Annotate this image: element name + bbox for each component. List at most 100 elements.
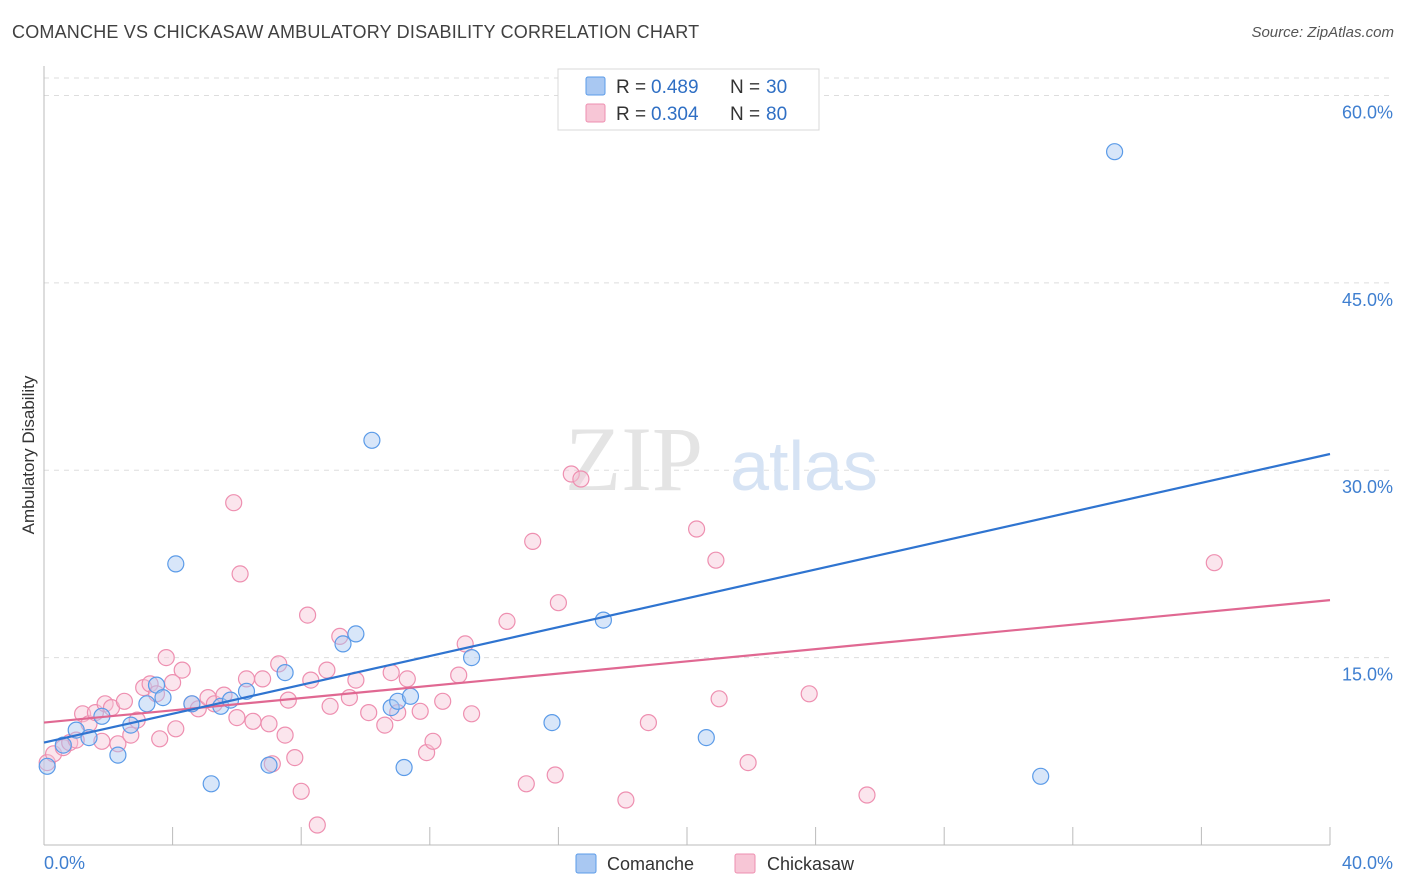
chickasaw-point [739,753,757,772]
comanche-point [463,648,481,667]
bottom-legend-label-comanche: Comanche [607,854,694,874]
chickasaw-point [617,791,635,809]
comanche-point [38,757,56,775]
chickasaw-point [321,697,339,715]
chickasaw-point [707,551,725,569]
chart-source: Source: ZipAtlas.com [1251,24,1394,41]
comanche-point [363,431,381,449]
comanche-point [54,736,72,754]
chickasaw-point [424,732,442,750]
chickasaw-point [687,520,706,538]
chickasaw-point [376,716,394,734]
legend-n-value-comanche: 30 [766,77,787,98]
comanche-point [401,687,420,705]
chickasaw-point [800,685,818,703]
axes [43,66,1331,846]
comanche-point [347,625,365,643]
comanche-point [202,775,220,793]
comanche-trend-line [43,452,1331,744]
x-tick-label-min: 0.0% [44,853,85,873]
series-legend: Comanche Chickasaw [575,853,855,874]
y-tick-label: 30.0% [1342,477,1393,497]
bottom-legend-label-chickasaw: Chickasaw [767,854,855,874]
chickasaw-point [231,565,249,583]
chickasaw-point [228,708,246,727]
chickasaw-point [549,594,568,612]
y-tick-label: 45.0% [1342,290,1393,310]
chickasaw-point [1205,554,1223,572]
chickasaw-point [360,703,378,722]
chickasaw-point [270,655,288,673]
comanche-points [38,143,1124,793]
chickasaw-point [463,705,481,723]
comanche-point [260,756,278,774]
chickasaw-point [115,692,134,710]
chickasaw-point [302,671,320,689]
comanche-point [594,611,613,629]
chickasaw-point [299,606,317,624]
comanche-point [382,698,400,717]
chickasaw-point [450,666,468,684]
legend-r-label-comanche: R = [616,77,646,98]
chickasaw-point [260,715,278,733]
bottom-legend-swatch-chickasaw [734,853,756,874]
chickasaw-point [151,730,169,748]
tick-labels: 0.0% 40.0% 15.0% 30.0% 45.0% 60.0% [44,102,1393,873]
chickasaw-point [173,661,191,679]
chickasaw-point [244,712,262,730]
chickasaw-point [710,690,728,708]
chickasaw-point [318,661,336,679]
comanche-point [1105,143,1124,161]
chickasaw-trend-line [43,599,1331,724]
legend-n-label-chickasaw: N = [730,104,760,125]
chickasaw-point [292,782,310,800]
chickasaw-point [639,713,658,732]
chickasaw-point [141,675,159,693]
chart-title: COMANCHE VS CHICKASAW AMBULATORY DISABIL… [12,22,700,42]
chickasaw-point [524,532,542,551]
chickasaw-point [225,494,243,512]
legend-r-value-comanche: 0.489 [651,77,699,98]
legend-r-value-chickasaw: 0.304 [651,104,699,125]
comanche-point [167,555,185,573]
legend-swatch-chickasaw [585,103,606,123]
chickasaw-point [517,775,535,793]
comanche-point [697,728,715,747]
watermark: ZIP atlas [565,408,878,510]
comanche-point [1032,767,1050,785]
chickasaw-point [572,470,590,488]
watermark-atlas: atlas [730,427,878,505]
comanche-point [109,746,127,764]
comanche-point [138,695,156,713]
chickasaw-point [562,465,580,483]
correlation-legend: R = 0.489 N = 30 R = 0.304 N = 80 [557,68,820,131]
chickasaw-point [38,753,56,772]
y-tick-label: 15.0% [1342,665,1393,685]
chickasaw-point [122,726,140,744]
comanche-point [276,663,294,682]
chickasaw-point [546,766,564,784]
watermark-zip: ZIP [565,408,703,510]
chickasaw-point [411,702,429,720]
legend-n-label-comanche: N = [730,77,760,98]
chickasaw-point [276,726,294,744]
y-tick-label: 60.0% [1342,102,1393,122]
chickasaw-point [308,816,326,834]
chickasaw-point [498,612,516,631]
comanche-point [395,758,413,777]
chickasaw-point [254,670,272,688]
chickasaw-point [286,748,304,767]
legend-swatch-comanche [585,76,606,96]
chickasaw-point [167,720,185,738]
legend-r-label-chickasaw: R = [616,104,646,125]
comanche-point [154,688,172,707]
legend-n-value-chickasaw: 80 [766,104,787,125]
x-tick-label-max: 40.0% [1342,853,1393,873]
chickasaw-point [398,670,416,688]
comanche-point [543,713,561,732]
chickasaw-point [858,786,876,804]
trend-lines [43,452,1331,744]
chickasaw-point [434,692,452,710]
comanche-point [389,692,407,710]
